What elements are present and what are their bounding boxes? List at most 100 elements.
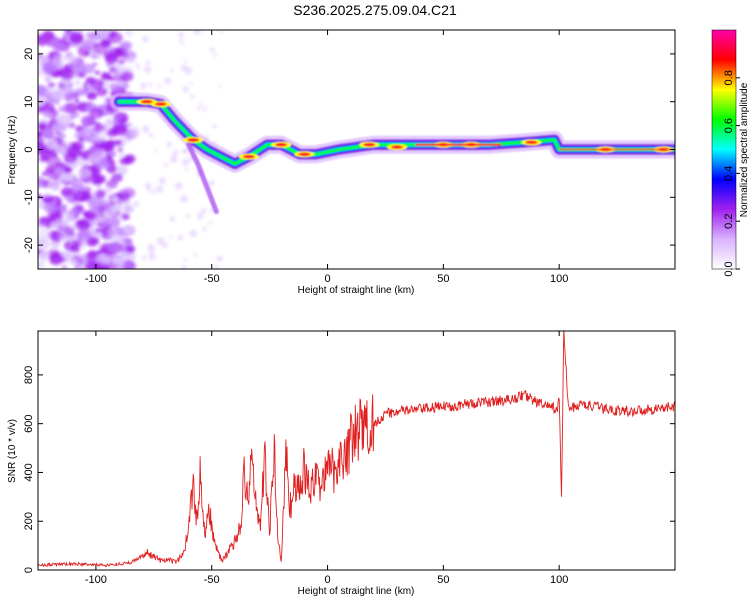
noise-blob xyxy=(166,141,172,148)
noise-blob xyxy=(42,30,55,40)
noise-blob xyxy=(97,255,112,266)
noise-blob xyxy=(199,101,203,106)
colorbar-tick-label: 0.2 xyxy=(723,214,735,229)
noise-blob xyxy=(69,32,84,44)
noise-blob xyxy=(112,196,119,202)
noise-blob xyxy=(63,166,73,174)
noise-blob xyxy=(120,237,128,243)
colorbar-tick-label: 0.8 xyxy=(723,70,735,85)
noise-blob xyxy=(105,118,115,126)
noise-blob xyxy=(65,250,77,260)
noise-blob xyxy=(184,59,188,64)
noise-blob xyxy=(38,228,53,241)
noise-blob xyxy=(96,87,108,97)
noise-blob xyxy=(201,208,207,214)
noise-blob xyxy=(65,211,75,219)
noise-blob xyxy=(50,124,63,134)
noise-blob xyxy=(72,190,88,203)
noise-blob xyxy=(42,61,58,74)
noise-blob xyxy=(106,139,117,148)
noise-blob xyxy=(38,260,46,269)
noise-blob xyxy=(38,193,43,200)
noise-blob xyxy=(59,85,71,95)
noise-blob xyxy=(136,65,141,70)
snr-ytick-label: 800 xyxy=(23,366,35,384)
snr-frame xyxy=(37,330,676,571)
noise-blob xyxy=(65,53,75,62)
noise-blob xyxy=(95,30,111,36)
noise-blob xyxy=(209,47,215,53)
noise-blob xyxy=(193,30,201,35)
noise-blob xyxy=(174,182,183,191)
noise-blob xyxy=(208,180,215,187)
noise-blob xyxy=(59,236,65,242)
noise-blob xyxy=(209,208,214,213)
chart-title: S236.2025.275.09.04.C21 xyxy=(293,2,457,18)
noise-blob xyxy=(140,82,147,90)
noise-blob xyxy=(163,162,168,167)
noise-blob xyxy=(114,139,123,146)
noise-blob xyxy=(118,117,126,124)
noise-blob xyxy=(145,182,152,189)
noise-blob xyxy=(180,195,188,203)
noise-blob xyxy=(59,68,76,80)
noise-blob xyxy=(85,32,94,39)
noise-blob xyxy=(202,106,208,111)
snr-plot-area xyxy=(38,331,675,568)
noise-blob xyxy=(38,131,43,138)
noise-blob xyxy=(44,87,57,97)
noise-blob xyxy=(63,218,71,224)
ridge-hotspot xyxy=(391,145,404,149)
colorbar-ticks: 0.0 0.2 0.4 0.6 0.8 xyxy=(723,70,740,277)
noise-blob xyxy=(106,129,117,138)
noise-blob xyxy=(38,237,51,250)
noise-blob xyxy=(43,192,51,198)
noise-blob xyxy=(120,71,134,82)
noise-blob xyxy=(86,91,98,100)
noise-blob xyxy=(118,81,125,86)
noise-blob xyxy=(189,229,197,238)
noise-blob xyxy=(38,98,46,106)
noise-blob xyxy=(122,204,135,214)
noise-blob xyxy=(94,121,101,127)
spectrogram-x-axis-label: Height of straight line (km) xyxy=(298,285,415,296)
noise-blob xyxy=(208,221,213,226)
spectrogram-heatmap xyxy=(38,30,675,269)
noise-blob xyxy=(76,220,85,227)
noise-blob xyxy=(110,175,121,184)
noise-blob xyxy=(108,32,123,44)
colorbar-tick-label: 0.0 xyxy=(723,261,735,276)
spectrogram-ridge xyxy=(110,92,675,215)
noise-blob xyxy=(81,63,95,74)
noise-blob xyxy=(141,255,147,261)
noise-blob xyxy=(38,176,46,189)
noise-blob xyxy=(213,265,219,269)
noise-blob xyxy=(212,123,217,129)
noise-blob xyxy=(178,38,183,43)
noise-blob xyxy=(60,187,74,197)
noise-blob xyxy=(107,158,115,164)
noise-blob xyxy=(218,84,222,88)
snr-xtick-label: 0 xyxy=(324,574,330,586)
noise-blob xyxy=(44,73,52,79)
noise-blob xyxy=(148,82,153,87)
snr-xtick-label: 100 xyxy=(550,574,568,586)
noise-blob xyxy=(177,234,184,241)
noise-blob xyxy=(93,132,107,143)
noise-blob xyxy=(85,211,97,221)
noise-blob xyxy=(106,228,119,238)
noise-blob xyxy=(172,149,179,156)
snr-ticks: -100 -50 0 50 100 0 200 400 600 800 xyxy=(23,331,675,586)
noise-blob xyxy=(114,46,123,54)
noise-blob xyxy=(185,214,190,219)
noise-blob xyxy=(80,118,89,125)
noise-blob xyxy=(119,189,126,195)
snr-y-axis-label: SNR (10 * v/v) xyxy=(7,419,18,483)
spectrogram-ytick-label: 20 xyxy=(23,48,35,60)
spectrogram-xtick-label: 0 xyxy=(324,273,330,285)
snr-xtick-label: -50 xyxy=(204,574,220,586)
noise-blob xyxy=(105,216,121,228)
spectrogram-xtick-label: -50 xyxy=(204,273,220,285)
ridge-hotspot xyxy=(154,102,167,106)
